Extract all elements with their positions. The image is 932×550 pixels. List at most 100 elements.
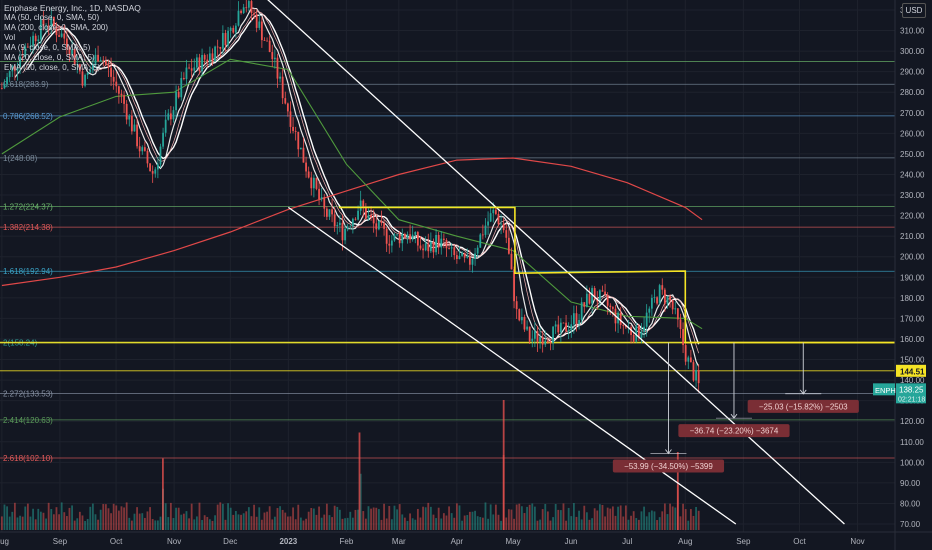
candle-body bbox=[424, 243, 427, 251]
volume-bar bbox=[289, 516, 292, 530]
candle-body bbox=[247, 1, 250, 8]
candle-body bbox=[341, 222, 344, 241]
chart-title[interactable]: Enphase Energy, Inc., 1D, NASDAQ bbox=[4, 3, 141, 13]
volume-bar bbox=[117, 510, 120, 530]
candle-body bbox=[572, 313, 575, 325]
volume-bar bbox=[385, 518, 388, 530]
volume-bar bbox=[487, 518, 489, 530]
volume-bar bbox=[29, 516, 32, 530]
candle-body bbox=[487, 221, 489, 226]
volume-bar bbox=[393, 505, 396, 530]
volume-bar bbox=[661, 511, 664, 530]
volume-bar bbox=[224, 519, 227, 530]
volume-bar bbox=[513, 518, 515, 530]
candle-body bbox=[81, 71, 84, 86]
candle-body bbox=[583, 302, 586, 307]
candle-body bbox=[409, 234, 411, 240]
candle-body bbox=[338, 222, 341, 226]
volume-bar bbox=[133, 513, 136, 530]
candle-body bbox=[112, 76, 115, 82]
candle-body bbox=[299, 147, 302, 150]
volume-bar bbox=[107, 508, 110, 530]
candle-body bbox=[388, 243, 391, 246]
volume-bar bbox=[549, 520, 552, 530]
time-tick-label: Nov bbox=[167, 537, 181, 546]
volume-bar bbox=[692, 515, 695, 530]
candle-body bbox=[146, 150, 149, 164]
volume-bar bbox=[318, 506, 320, 530]
volume-bar bbox=[151, 519, 154, 530]
volume-bar bbox=[531, 503, 534, 530]
price-tick-label: 200.00 bbox=[900, 253, 925, 262]
volume-bar bbox=[416, 508, 419, 530]
volume-bar bbox=[585, 512, 588, 530]
candle-body bbox=[585, 293, 588, 307]
volume-bar bbox=[193, 519, 196, 530]
volume-bar bbox=[572, 503, 575, 530]
candle-body bbox=[302, 147, 305, 163]
candle-body bbox=[73, 49, 76, 65]
volume-bar bbox=[411, 518, 414, 530]
candle-body bbox=[58, 35, 60, 37]
candles bbox=[0, 0, 700, 393]
legend-ma9[interactable]: MA (9, close, 0, SMA, 5) bbox=[4, 43, 91, 52]
candle-body bbox=[656, 297, 658, 304]
volume-bar bbox=[245, 511, 248, 530]
candle-body bbox=[481, 234, 484, 236]
volume-bar bbox=[671, 506, 674, 530]
candle-body bbox=[422, 248, 424, 251]
candle-body bbox=[562, 322, 565, 324]
legend-ma50[interactable]: MA (50, close, 0, SMA, 50) bbox=[4, 13, 100, 22]
candle-body bbox=[151, 171, 154, 174]
candle-body bbox=[484, 225, 487, 235]
volume-bar bbox=[518, 503, 521, 530]
volume-bar bbox=[65, 516, 68, 530]
currency-button[interactable]: USD bbox=[902, 3, 926, 18]
candle-body bbox=[520, 316, 523, 321]
legend-vol[interactable]: Vol bbox=[4, 33, 16, 42]
volume-bar bbox=[175, 507, 177, 530]
volume-bar bbox=[505, 517, 508, 530]
candle-body bbox=[242, 7, 245, 13]
time-axis[interactable]: Aug Sep Oct Nov Dec 2023 Feb Mar Apr May Jun Jul Aug… bbox=[0, 531, 932, 546]
candle-body bbox=[201, 55, 203, 72]
candle-body bbox=[203, 55, 206, 60]
volume-bar bbox=[32, 508, 34, 530]
volume-bar bbox=[190, 503, 193, 530]
candle-body bbox=[84, 74, 86, 86]
volume-spike bbox=[358, 432, 361, 530]
candle-body bbox=[193, 67, 196, 71]
candle-body bbox=[195, 57, 198, 68]
price-axis[interactable]: 320.00310.00300.00290.00280.00270.00260.… bbox=[894, 0, 932, 550]
legend-ma200[interactable]: MA (200, close, 0, SMA, 200) bbox=[4, 23, 109, 32]
candle-body bbox=[234, 25, 237, 33]
volume-bar bbox=[474, 510, 476, 530]
legend-ema20[interactable]: EMA (20, close, 0, SMA, 5) bbox=[4, 63, 101, 72]
volume-bar bbox=[125, 502, 128, 530]
volume-bar bbox=[39, 511, 42, 530]
candle-body bbox=[198, 57, 201, 72]
volume-bar bbox=[229, 507, 232, 530]
legend-ma20[interactable]: MA (20, close, 0, SMA, 5) bbox=[4, 53, 95, 62]
volume-bar bbox=[637, 519, 640, 530]
volume-bar bbox=[60, 502, 63, 530]
time-tick-label: Apr bbox=[451, 537, 464, 546]
volume-bar bbox=[357, 509, 359, 530]
candle-body bbox=[154, 169, 157, 174]
candle-body bbox=[232, 27, 235, 33]
candle-body bbox=[245, 7, 248, 9]
volume-bar bbox=[559, 510, 562, 530]
time-tick-label: Sep bbox=[53, 537, 68, 546]
volume-bar bbox=[16, 517, 19, 530]
volume-bar bbox=[146, 511, 149, 530]
candle-body bbox=[164, 119, 167, 133]
volume-bar bbox=[497, 514, 500, 530]
volume-bar bbox=[565, 520, 567, 530]
volume-bar bbox=[211, 520, 214, 530]
candle-body bbox=[227, 30, 229, 46]
candle-body bbox=[669, 296, 671, 301]
volume-bar bbox=[219, 502, 222, 530]
volume-bar bbox=[42, 512, 45, 530]
candle-body bbox=[279, 76, 281, 79]
